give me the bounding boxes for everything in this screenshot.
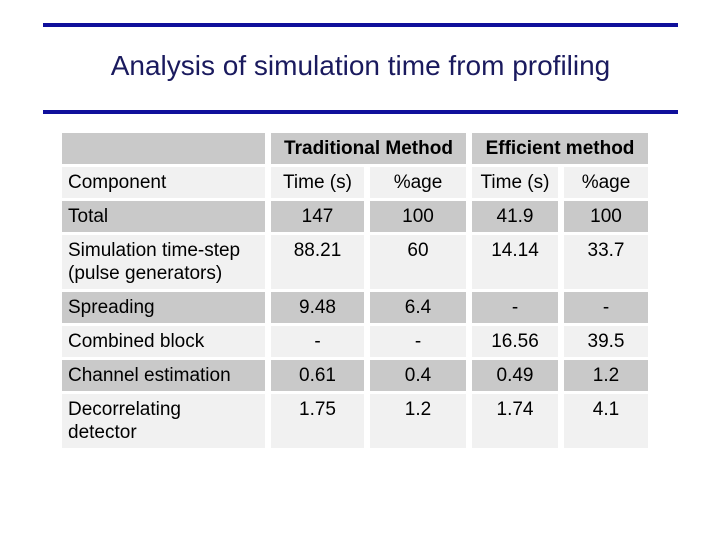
value-cell: 9.48 (271, 292, 364, 323)
col-header-traditional-pct: %age (370, 167, 466, 198)
table-column-header-row: Component Time (s) %age Time (s) %age (62, 167, 648, 198)
table-row-decorrelating-detector: Decorrelating detector 1.75 1.2 1.74 4.1 (62, 394, 648, 448)
value-cell: 1.2 (564, 360, 648, 391)
value-cell: 0.4 (370, 360, 466, 391)
value-cell: 41.9 (472, 201, 558, 232)
group-header-efficient-method: Efficient method (472, 133, 648, 164)
component-cell: Combined block (62, 326, 265, 357)
profiling-table: Traditional Method Efficient method Comp… (56, 130, 654, 451)
value-cell: 100 (370, 201, 466, 232)
table-group-header-row: Traditional Method Efficient method (62, 133, 648, 164)
col-header-efficient-time: Time (s) (472, 167, 558, 198)
component-cell: Simulation time-step (pulse generators) (62, 235, 265, 289)
value-cell: 0.49 (472, 360, 558, 391)
table-row-channel-estimation: Channel estimation 0.61 0.4 0.49 1.2 (62, 360, 648, 391)
title-rule-bottom (43, 110, 678, 114)
component-cell: Decorrelating detector (62, 394, 265, 448)
value-cell: - (271, 326, 364, 357)
value-cell: 1.75 (271, 394, 364, 448)
value-cell: 14.14 (472, 235, 558, 289)
value-cell: - (370, 326, 466, 357)
value-cell: 1.2 (370, 394, 466, 448)
table-row-spreading: Spreading 9.48 6.4 - - (62, 292, 648, 323)
component-cell: Channel estimation (62, 360, 265, 391)
value-cell: 88.21 (271, 235, 364, 289)
col-header-traditional-time: Time (s) (271, 167, 364, 198)
page-title: Analysis of simulation time from profili… (110, 50, 611, 81)
table-corner-cell (62, 133, 265, 164)
value-cell: 33.7 (564, 235, 648, 289)
value-cell: - (564, 292, 648, 323)
component-cell: Spreading (62, 292, 265, 323)
table-row-combined-block: Combined block - - 16.56 39.5 (62, 326, 648, 357)
value-cell: - (472, 292, 558, 323)
value-cell: 39.5 (564, 326, 648, 357)
table-row-simulation-time-step: Simulation time-step (pulse generators) … (62, 235, 648, 289)
title-rule-top (43, 23, 678, 27)
table-row-total: Total 147 100 41.9 100 (62, 201, 648, 232)
value-cell: 100 (564, 201, 648, 232)
col-header-component: Component (62, 167, 265, 198)
value-cell: 6.4 (370, 292, 466, 323)
value-cell: 1.74 (472, 394, 558, 448)
value-cell: 16.56 (472, 326, 558, 357)
component-cell: Total (62, 201, 265, 232)
col-header-efficient-pct: %age (564, 167, 648, 198)
value-cell: 147 (271, 201, 364, 232)
value-cell: 0.61 (271, 360, 364, 391)
value-cell: 4.1 (564, 394, 648, 448)
group-header-traditional-method: Traditional Method (271, 133, 466, 164)
value-cell: 60 (370, 235, 466, 289)
